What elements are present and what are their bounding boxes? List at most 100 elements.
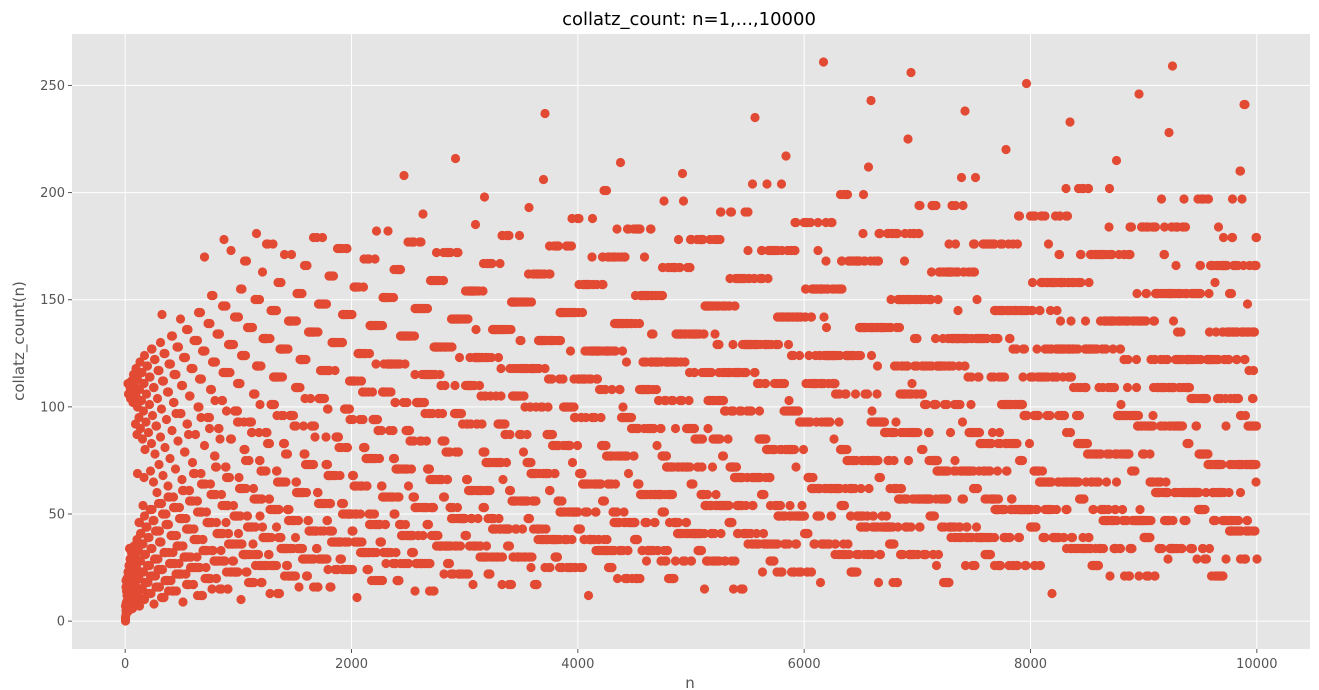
data-point <box>233 567 243 577</box>
data-point <box>646 224 656 234</box>
data-point <box>208 290 218 301</box>
data-point <box>769 556 779 566</box>
data-point <box>390 397 401 408</box>
data-point <box>575 524 586 534</box>
data-point <box>322 515 333 526</box>
data-point <box>710 329 720 339</box>
data-point <box>969 239 980 249</box>
data-point <box>914 228 924 239</box>
data-point <box>630 517 640 528</box>
data-point <box>293 515 304 526</box>
data-point <box>702 489 713 500</box>
data-point <box>485 485 495 496</box>
data-point <box>1065 427 1076 438</box>
data-point <box>903 134 913 144</box>
data-point <box>410 586 420 596</box>
data-point <box>748 500 758 511</box>
data-point <box>602 534 612 545</box>
data-point <box>342 442 353 453</box>
data-point <box>873 256 884 266</box>
data-point <box>406 464 417 474</box>
data-point <box>697 462 707 472</box>
data-point <box>290 571 301 581</box>
data-point <box>310 432 320 442</box>
data-point <box>174 502 185 513</box>
data-point <box>155 337 166 348</box>
data-point <box>746 406 757 416</box>
data-point <box>758 528 769 539</box>
data-point <box>360 442 370 453</box>
data-point <box>210 451 220 461</box>
data-point <box>1032 344 1042 354</box>
data-point <box>210 357 221 367</box>
data-point <box>540 108 550 119</box>
data-point <box>223 528 234 539</box>
data-point <box>1066 316 1076 326</box>
data-point <box>743 245 753 256</box>
data-point <box>216 545 226 556</box>
data-point <box>312 543 322 554</box>
data-point <box>632 534 643 545</box>
data-point <box>271 305 282 316</box>
data-point <box>612 224 622 234</box>
data-point <box>372 414 383 425</box>
data-point <box>906 522 916 532</box>
data-point <box>305 393 316 404</box>
data-point <box>144 399 155 410</box>
data-point <box>639 252 650 262</box>
data-point <box>421 436 432 446</box>
data-point <box>839 500 850 511</box>
data-point <box>842 189 853 200</box>
data-point <box>138 500 148 511</box>
data-point <box>374 453 385 464</box>
data-point <box>313 487 323 498</box>
data-point <box>248 539 258 549</box>
data-point <box>933 294 943 305</box>
data-point <box>540 363 550 374</box>
data-point <box>889 539 899 549</box>
data-point <box>240 444 250 455</box>
data-point <box>173 436 183 446</box>
data-point <box>138 406 149 416</box>
data-point <box>208 545 218 556</box>
data-point <box>514 230 525 241</box>
data-point <box>214 423 224 434</box>
data-point <box>201 562 211 573</box>
data-point <box>228 556 239 566</box>
data-point <box>841 389 851 399</box>
data-point <box>255 511 265 521</box>
data-point <box>661 451 672 461</box>
data-point <box>169 397 179 408</box>
data-point <box>669 573 679 584</box>
data-point <box>501 457 512 468</box>
data-point <box>601 440 611 451</box>
data-point <box>1012 239 1023 249</box>
data-point <box>924 427 934 438</box>
data-point <box>728 339 738 350</box>
data-point <box>707 462 718 472</box>
data-point <box>505 485 516 496</box>
data-point <box>550 468 560 479</box>
data-point <box>139 350 150 361</box>
data-point <box>404 425 415 436</box>
data-point <box>500 419 510 429</box>
data-point <box>1061 183 1071 194</box>
data-point <box>858 189 869 200</box>
data-point <box>972 483 983 494</box>
data-point <box>866 95 876 106</box>
data-point <box>1014 211 1025 221</box>
data-point <box>634 479 644 489</box>
data-point <box>716 528 726 539</box>
data-point <box>858 228 868 239</box>
data-point <box>462 474 473 485</box>
data-point <box>821 322 832 333</box>
data-point <box>808 472 818 483</box>
data-point <box>303 515 314 526</box>
data-point <box>163 481 173 491</box>
data-point <box>247 427 257 438</box>
data-point <box>216 489 227 500</box>
data-point <box>254 427 264 438</box>
data-point <box>856 483 866 494</box>
data-point <box>190 429 201 440</box>
